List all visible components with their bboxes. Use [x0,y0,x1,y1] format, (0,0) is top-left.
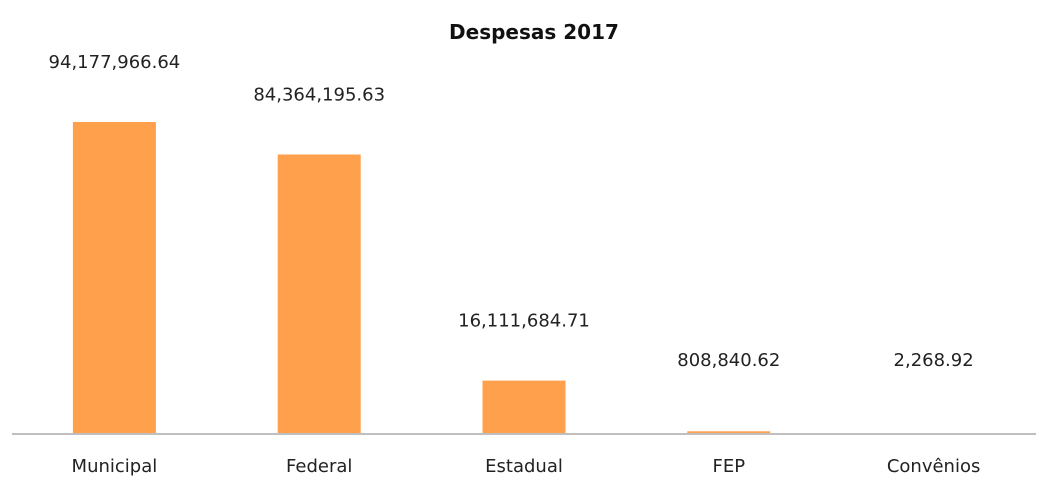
bar-municipal [72,122,156,434]
bar-federal [277,154,361,434]
category-labels-group: Municipal Federal Estadual FEP Convênios [72,456,981,477]
category-label: Municipal [72,456,158,477]
bar-fep [687,431,771,434]
data-label: 94,177,966.64 [49,52,181,73]
chart-title: Despesas 2017 [449,20,619,44]
data-label: 808,840.62 [677,350,780,371]
category-label: FEP [713,456,746,477]
data-label: 84,364,195.63 [253,85,385,106]
category-label: Convênios [887,456,981,477]
bars-group [72,122,976,434]
data-label: 16,111,684.71 [458,311,590,332]
category-label: Federal [286,456,352,477]
data-label: 2,268.92 [894,350,974,371]
category-label: Estadual [485,456,563,477]
value-labels-group: 94,177,966.64 84,364,195.63 16,111,684.71 8… [49,52,974,371]
bar-estadual [482,380,566,434]
